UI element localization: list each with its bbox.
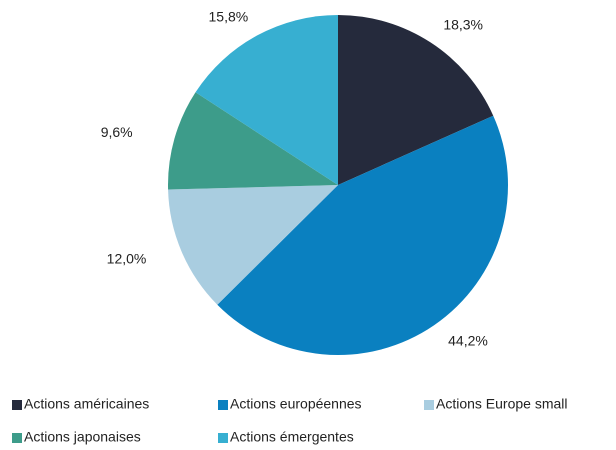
legend-label: Actions japonaises <box>24 429 141 445</box>
pie-slice <box>195 15 338 185</box>
legend-swatch <box>218 433 228 443</box>
pie-slice <box>217 115 508 356</box>
legend-swatch <box>12 400 22 410</box>
legend-label: Actions Europe small <box>436 396 568 412</box>
data-label: 44,2% <box>448 332 488 348</box>
pie-slice <box>168 185 338 305</box>
legend-label: Actions américaines <box>24 396 149 412</box>
legend-label: Actions émergentes <box>230 429 354 445</box>
data-label: 15,8% <box>209 9 249 25</box>
legend-swatch <box>12 433 22 443</box>
data-label: 18,3% <box>443 16 483 32</box>
data-label: 12,0% <box>107 250 147 266</box>
legend-label: Actions européennes <box>230 396 362 412</box>
data-label: 9,6% <box>101 124 133 140</box>
pie-slice <box>338 15 494 185</box>
legend-swatch <box>424 400 434 410</box>
pie-slice <box>168 92 338 190</box>
legend-swatch <box>218 400 228 410</box>
